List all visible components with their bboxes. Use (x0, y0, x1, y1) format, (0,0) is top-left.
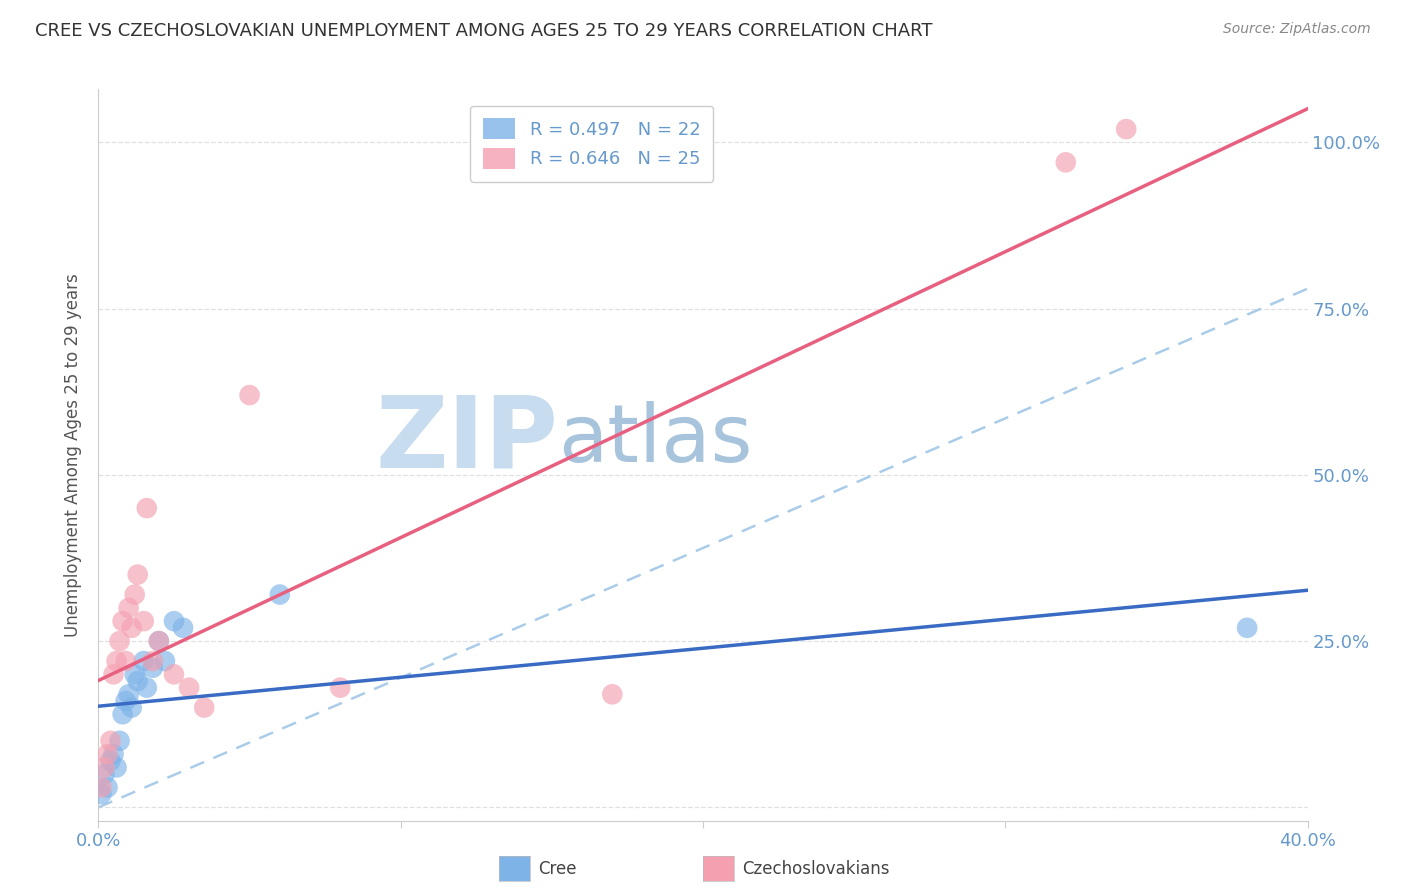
Point (100, 734, 122, 748)
Text: Czechoslovakians: Czechoslovakians (742, 860, 890, 878)
Point (96, 780, 118, 795)
Point (127, 673, 149, 688)
Point (103, 667, 125, 681)
Point (142, 661, 165, 675)
Point (90, 780, 112, 795)
Point (105, 654, 128, 668)
Point (1236, 621, 1258, 635)
Point (239, 388, 262, 402)
Point (153, 654, 176, 668)
Point (135, 501, 157, 516)
Point (118, 687, 141, 701)
Point (127, 567, 149, 582)
Point (100, 754, 122, 768)
Point (105, 760, 128, 774)
Text: Cree: Cree (538, 860, 576, 878)
Point (114, 694, 136, 708)
Legend: R = 0.497   N = 22, R = 0.646   N = 25: R = 0.497 N = 22, R = 0.646 N = 25 (470, 105, 713, 182)
Text: Source: ZipAtlas.com: Source: ZipAtlas.com (1223, 22, 1371, 37)
Point (1115, 122, 1137, 136)
Point (179, 681, 201, 695)
Point (163, 614, 186, 628)
Point (193, 700, 215, 714)
Text: ZIP: ZIP (375, 392, 558, 489)
Point (111, 707, 134, 722)
Point (93, 760, 115, 774)
Text: CREE VS CZECHOSLOVAKIAN UNEMPLOYMENT AMONG AGES 25 TO 29 YEARS CORRELATION CHART: CREE VS CZECHOSLOVAKIAN UNEMPLOYMENT AMO… (35, 22, 932, 40)
Point (602, 687, 624, 701)
Point (121, 700, 143, 714)
Text: atlas: atlas (558, 401, 752, 479)
Point (148, 634, 170, 648)
Point (124, 588, 146, 602)
Point (148, 634, 170, 648)
Point (96, 747, 118, 761)
Point (132, 654, 155, 668)
Point (269, 588, 291, 602)
Point (108, 634, 131, 648)
Point (93, 767, 115, 781)
Point (111, 614, 134, 628)
Point (163, 667, 186, 681)
Point (118, 600, 141, 615)
Point (172, 621, 194, 635)
Point (108, 734, 131, 748)
Point (124, 667, 146, 681)
Point (90, 787, 112, 801)
Point (1054, 155, 1077, 169)
Point (142, 654, 165, 668)
Point (135, 681, 157, 695)
Point (103, 747, 125, 761)
Point (132, 614, 155, 628)
Point (329, 681, 352, 695)
Point (121, 621, 143, 635)
Y-axis label: Unemployment Among Ages 25 to 29 years: Unemployment Among Ages 25 to 29 years (65, 273, 83, 637)
Point (114, 654, 136, 668)
